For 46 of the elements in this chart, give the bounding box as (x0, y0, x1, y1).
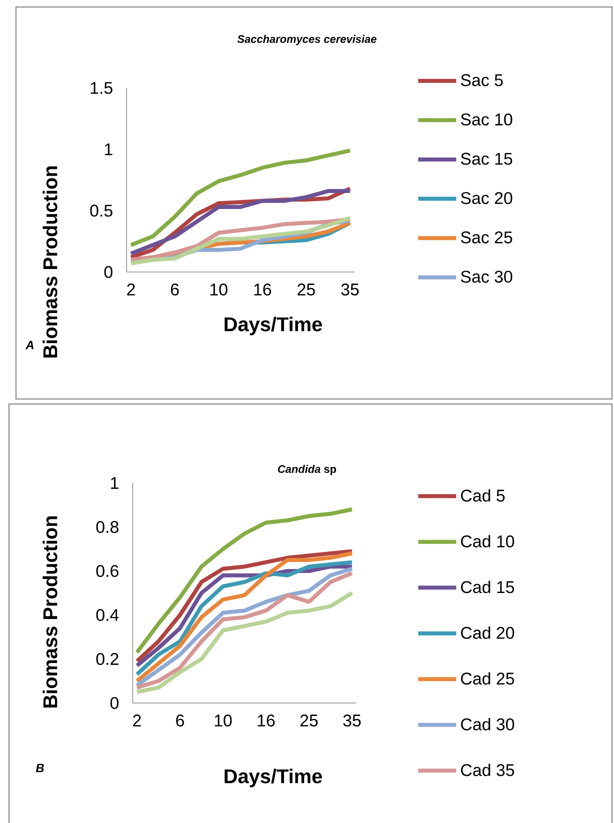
y-tick-label: 0 (104, 266, 112, 278)
legend-label: Cad 15 (461, 580, 514, 594)
legend-label: Sac 15 (460, 152, 512, 165)
line-series (129, 148, 352, 248)
legend-label: Sac 5 (460, 74, 503, 86)
x-tick-label: 6 (176, 714, 184, 727)
x-tick-label: 2 (133, 714, 141, 726)
y-tick-label: 1 (111, 477, 118, 489)
y-tick-label: 0.4 (96, 608, 119, 621)
legend-label: Cad 25 (461, 672, 514, 685)
y-tick-label: 0.5 (90, 204, 112, 217)
x-tick-label: 16 (258, 714, 275, 727)
x-tick-label: 35 (343, 714, 361, 727)
x-tick-label: 10 (214, 714, 232, 727)
chart-title: Saccharomyces cerevisiae (237, 34, 376, 46)
x-tick-label: 25 (300, 714, 318, 727)
y-tick-label: 1 (104, 143, 112, 156)
x-tick-label: 35 (341, 284, 359, 296)
legend-label: Cad 10 (461, 534, 514, 548)
y-tick-label: 1.5 (90, 82, 112, 94)
x-tick-label: 2 (127, 284, 135, 296)
legend-label: Cad 35 (461, 764, 514, 776)
text: B (36, 764, 44, 772)
x-axis-title: Days/Time (224, 768, 322, 788)
line-series (135, 590, 354, 694)
x-axis-title: Days/Time (224, 316, 322, 336)
y-tick-label: 0.8 (96, 520, 118, 533)
legend-label: Cad 20 (461, 626, 514, 639)
legend-label: Sac 20 (460, 192, 512, 204)
x-tick-label: 16 (254, 284, 272, 296)
legend-label: Cad 30 (461, 718, 514, 730)
x-tick-label: 6 (170, 284, 179, 296)
legend-label: Sac 25 (460, 231, 512, 244)
text: A (25, 340, 34, 350)
y-tick-label: 0.6 (96, 564, 118, 577)
legend-label: Cad 5 (461, 489, 505, 502)
y-axis-title: Biomass Production (42, 166, 58, 358)
legend-label: Sac 10 (460, 113, 512, 126)
y-tick-label: 0.2 (96, 652, 118, 665)
chart-title: Candida sp (278, 464, 336, 476)
x-tick-label: 10 (210, 284, 228, 296)
y-axis-title: Biomass Production (42, 516, 58, 708)
line-series (135, 507, 354, 654)
legend-label: Sac 30 (460, 270, 512, 283)
x-tick-label: 25 (298, 284, 315, 296)
y-tick-label: 0 (110, 696, 119, 709)
